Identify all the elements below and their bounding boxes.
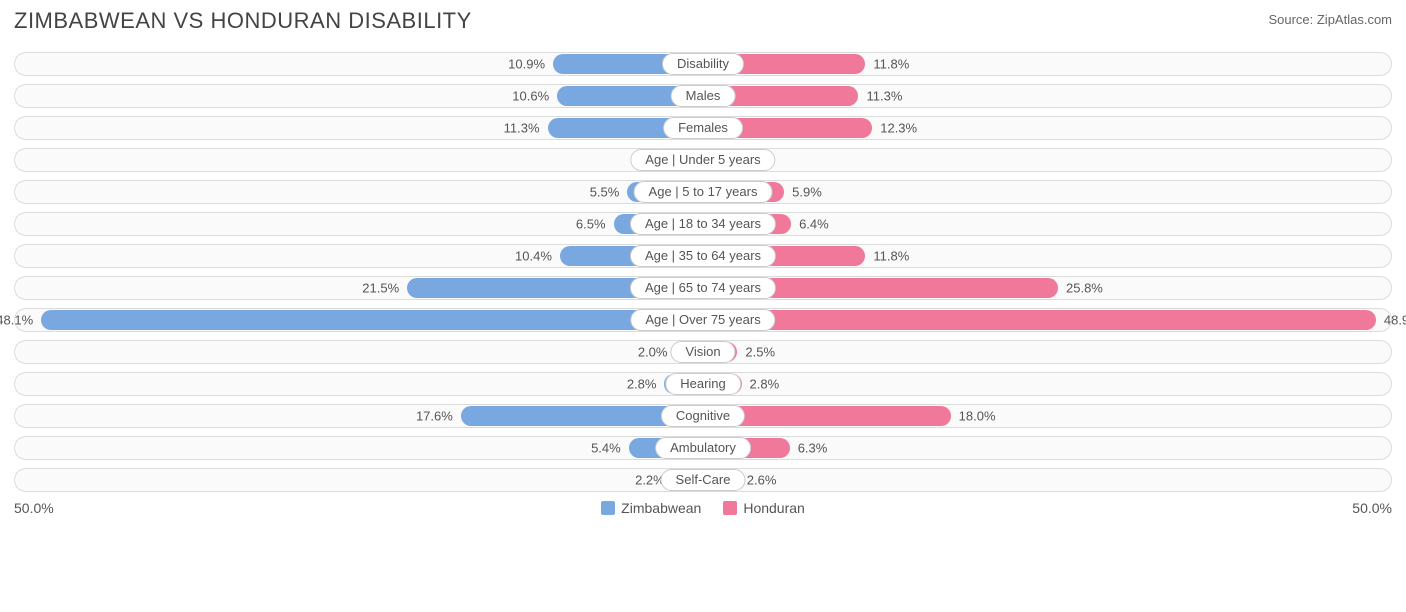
value-label-right: 5.9% — [792, 185, 822, 200]
chart-title: ZIMBABWEAN VS HONDURAN DISABILITY — [14, 8, 472, 34]
value-label-left: 10.6% — [512, 89, 549, 104]
legend-label-left: Zimbabwean — [621, 500, 701, 516]
legend-swatch-right — [723, 501, 737, 515]
chart-row: 11.3% 12.3% Females — [14, 116, 1392, 140]
value-label-right: 11.3% — [866, 89, 902, 104]
category-label: Age | 35 to 64 years — [630, 245, 776, 267]
value-label-left: 2.0% — [638, 345, 668, 360]
legend-item-right: Honduran — [723, 500, 805, 516]
category-label: Disability — [662, 53, 744, 75]
category-label: Age | 65 to 74 years — [630, 277, 776, 299]
chart-row: 10.6% 11.3% Males — [14, 84, 1392, 108]
value-label-left: 17.6% — [416, 409, 453, 424]
legend-item-left: Zimbabwean — [601, 500, 701, 516]
legend-label-right: Honduran — [743, 500, 805, 516]
category-label: Cognitive — [661, 405, 745, 427]
axis-max-left: 50.0% — [14, 500, 54, 516]
legend-swatch-left — [601, 501, 615, 515]
chart-footer: 50.0% Zimbabwean Honduran 50.0% — [14, 500, 1392, 516]
value-label-left: 10.9% — [508, 57, 545, 72]
chart-row: 5.4% 6.3% Ambulatory — [14, 436, 1392, 460]
value-label-left: 5.4% — [591, 441, 621, 456]
chart-row: 17.6% 18.0% Cognitive — [14, 404, 1392, 428]
bar-right — [703, 310, 1376, 330]
category-label: Age | 5 to 17 years — [634, 181, 773, 203]
chart-legend: Zimbabwean Honduran — [601, 500, 805, 516]
chart-row: 10.4% 11.8% Age | 35 to 64 years — [14, 244, 1392, 268]
value-label-right: 2.5% — [745, 345, 775, 360]
category-label: Ambulatory — [655, 437, 751, 459]
category-label: Males — [671, 85, 736, 107]
value-label-left: 5.5% — [590, 185, 620, 200]
bar-left — [41, 310, 703, 330]
value-label-left: 10.4% — [515, 249, 552, 264]
value-label-left: 2.8% — [627, 377, 657, 392]
value-label-right: 25.8% — [1066, 281, 1103, 296]
chart-row: 1.2%1.2%Age | Under 5 years — [14, 148, 1392, 172]
value-label-right: 6.3% — [798, 441, 828, 456]
chart-row: 2.8% 2.8% Hearing — [14, 372, 1392, 396]
value-label-left: 48.1% — [0, 313, 33, 328]
chart-row: 2.0% 2.5% Vision — [14, 340, 1392, 364]
value-label-right: 2.6% — [747, 473, 777, 488]
chart-source: Source: ZipAtlas.com — [1268, 8, 1392, 27]
value-label-right: 6.4% — [799, 217, 829, 232]
chart-row: 2.2%2.6%Self-Care — [14, 468, 1392, 492]
value-label-right: 12.3% — [880, 121, 917, 136]
value-label-left: 11.3% — [504, 121, 540, 136]
chart-row: 21.5% 25.8% Age | 65 to 74 years — [14, 276, 1392, 300]
category-label: Age | Over 75 years — [630, 309, 775, 331]
value-label-right: 18.0% — [959, 409, 996, 424]
value-label-right: 11.8% — [873, 249, 909, 264]
chart-row: 10.9% 11.8% Disability — [14, 52, 1392, 76]
category-label: Self-Care — [661, 469, 746, 491]
category-label: Age | Under 5 years — [630, 149, 775, 171]
category-label: Hearing — [665, 373, 741, 395]
chart-header: ZIMBABWEAN VS HONDURAN DISABILITY Source… — [14, 8, 1392, 34]
value-label-right: 11.8% — [873, 57, 909, 72]
diverging-bar-chart: 10.9% 11.8% Disability 10.6% 11.3% Males 11.3%… — [14, 52, 1392, 492]
chart-row: 6.5% 6.4% Age | 18 to 34 years — [14, 212, 1392, 236]
category-label: Vision — [670, 341, 735, 363]
value-label-right: 2.8% — [750, 377, 780, 392]
value-label-left: 6.5% — [576, 217, 606, 232]
chart-row: 48.1%48.9%Age | Over 75 years — [14, 308, 1392, 332]
category-label: Females — [663, 117, 743, 139]
axis-max-right: 50.0% — [1352, 500, 1392, 516]
category-label: Age | 18 to 34 years — [630, 213, 776, 235]
value-label-left: 21.5% — [362, 281, 399, 296]
chart-row: 5.5% 5.9% Age | 5 to 17 years — [14, 180, 1392, 204]
value-label-right: 48.9% — [1384, 313, 1406, 328]
